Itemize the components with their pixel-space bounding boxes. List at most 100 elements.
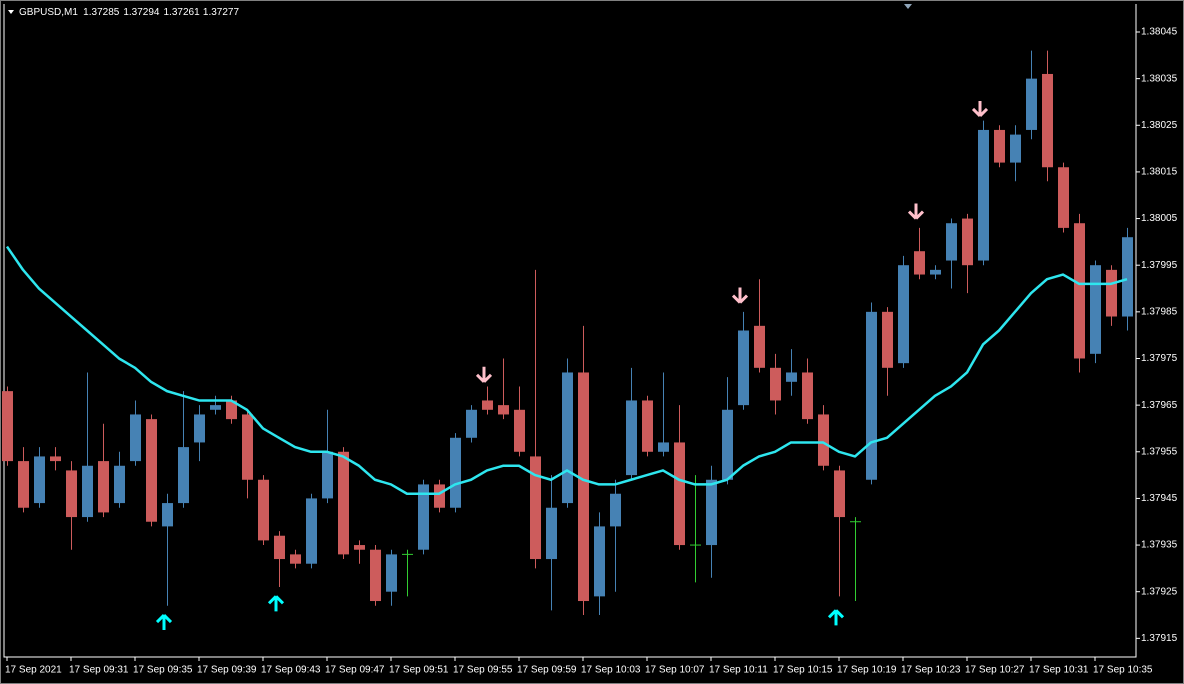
candle-body [466, 409, 477, 438]
candle-body [210, 405, 221, 410]
candle-body [562, 372, 573, 504]
candle-body [2, 391, 13, 462]
y-tick-label: 1.38045 [1141, 27, 1178, 38]
y-tick-label: 1.38025 [1141, 120, 1178, 131]
candle-body [530, 456, 541, 560]
candle-body [450, 437, 461, 508]
x-tick-label: 17 Sep 10:15 [773, 665, 833, 676]
candle-body [578, 372, 589, 602]
quote-high: 1.37294 [123, 7, 160, 18]
buy-arrow [155, 613, 173, 631]
y-tick-label: 1.37995 [1141, 260, 1178, 271]
candle-body [674, 442, 685, 546]
candle-body [914, 251, 925, 275]
shift-marker [904, 4, 912, 9]
candle-body [418, 484, 429, 550]
candle-body [866, 311, 877, 480]
quote-low: 1.37261 [163, 7, 200, 18]
x-tick-label: 17 Sep 10:27 [965, 665, 1025, 676]
y-tick-label: 1.37925 [1141, 586, 1178, 597]
y-tick-label: 1.37945 [1141, 493, 1178, 504]
x-tick-label: 17 Sep 10:07 [645, 665, 705, 676]
x-tick-label: 17 Sep 09:47 [325, 665, 385, 676]
plot-frame [3, 4, 1137, 658]
candle-body [354, 545, 365, 550]
candle-body [290, 554, 301, 564]
candle-body [898, 265, 909, 364]
menu-icon[interactable] [8, 10, 14, 14]
candle-body [482, 400, 493, 410]
y-tick-label: 1.37985 [1141, 306, 1178, 317]
candle-body [1122, 237, 1133, 317]
candle-body [626, 400, 637, 476]
chart-header: GBPUSD,M1 1.37285 1.37294 1.37261 1.37277 [19, 7, 239, 18]
x-tick-label: 17 Sep 09:51 [389, 665, 449, 676]
candle-body [338, 451, 349, 555]
candle-body [194, 414, 205, 443]
x-tick-label: 17 Sep 09:31 [69, 665, 129, 676]
candle-body [546, 507, 557, 560]
y-tick-label: 1.38035 [1141, 73, 1178, 84]
candle-body [610, 493, 621, 527]
candle-body [786, 372, 797, 382]
candle-body [226, 400, 237, 420]
moving-average [5, 245, 1128, 495]
y-tick-label: 1.38005 [1141, 213, 1178, 224]
x-tick-label: 17 Sep 09:35 [133, 665, 193, 676]
x-tick-label: 17 Sep 10:23 [901, 665, 961, 676]
sell-arrow [475, 366, 493, 383]
candle-body [978, 129, 989, 261]
candle-body [306, 498, 317, 564]
candle-body [386, 554, 397, 592]
candle-body [258, 479, 269, 541]
candle-body [1042, 73, 1053, 168]
x-tick-label: 17 Sep 09:55 [453, 665, 513, 676]
sell-arrow [731, 287, 749, 304]
sell-arrow [971, 100, 989, 118]
candle-body [1026, 78, 1037, 130]
x-tick-label: 17 Sep 10:03 [581, 665, 641, 676]
candle-body [322, 451, 333, 499]
y-tick-label: 1.38015 [1141, 167, 1178, 178]
candle-body [1074, 223, 1085, 359]
candle-body [242, 414, 253, 480]
candle-body [82, 465, 93, 518]
candle-body [18, 461, 29, 508]
x-tick-label: 17 Sep 2021 [5, 665, 62, 676]
candle-body [754, 325, 765, 368]
candle-body [130, 414, 141, 462]
candle-body [994, 129, 1005, 163]
quote-close: 1.37277 [203, 7, 240, 18]
x-tick-label: 17 Sep 10:35 [1093, 665, 1153, 676]
y-tick-label: 1.37965 [1141, 400, 1178, 411]
x-tick-label: 17 Sep 09:43 [261, 665, 321, 676]
candle-body [50, 456, 61, 462]
candle-body [162, 503, 173, 527]
candle-body [946, 223, 957, 261]
candle-body [274, 535, 285, 560]
candle-body [834, 470, 845, 518]
candle-body [594, 526, 605, 597]
candle-body [1090, 265, 1101, 354]
candle-body [34, 456, 45, 504]
x-tick-label: 17 Sep 09:59 [517, 665, 577, 676]
x-tick-label: 17 Sep 10:19 [837, 665, 897, 676]
y-tick-label: 1.37955 [1141, 446, 1178, 457]
candle-body [1058, 167, 1069, 228]
candle-body [178, 447, 189, 504]
candle-body [98, 461, 109, 513]
candle-body [514, 409, 525, 452]
y-tick-label: 1.37935 [1141, 540, 1178, 551]
quote-open: 1.37285 [83, 7, 120, 18]
candle-body [370, 549, 381, 602]
symbol: GBPUSD,M1 [19, 7, 78, 18]
candle-body [722, 409, 733, 480]
candle-body [658, 442, 669, 452]
y-tick-label: 1.37975 [1141, 353, 1178, 364]
candle-body [1010, 134, 1021, 163]
candle-body [642, 400, 653, 452]
candle-body [66, 470, 77, 518]
